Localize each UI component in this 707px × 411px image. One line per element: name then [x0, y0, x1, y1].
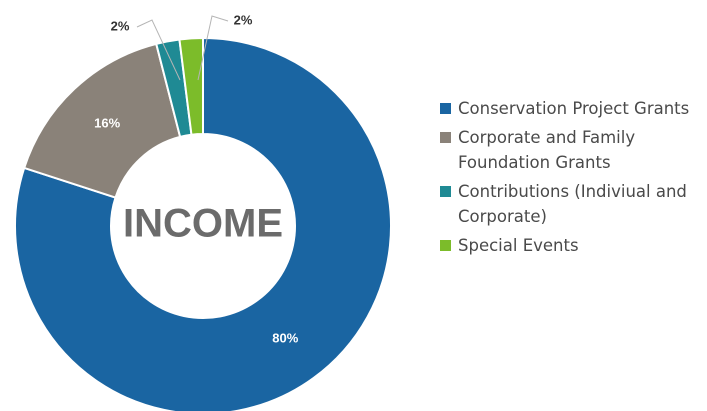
data-label: 80%: [272, 331, 298, 346]
legend-swatch-icon: [440, 186, 451, 197]
center-label: INCOME: [123, 202, 283, 246]
legend-item: Special Events: [440, 233, 705, 258]
legend-item: Contributions (Indiviual and Corporate): [440, 179, 705, 229]
data-label: 2%: [234, 12, 253, 27]
donut-slice: [178, 36, 204, 136]
data-label: 16%: [94, 115, 120, 130]
legend-swatch-icon: [440, 240, 451, 251]
data-label: 2%: [111, 18, 130, 33]
legend-swatch-icon: [440, 103, 451, 114]
leader-line: [136, 19, 181, 81]
leader-line: [197, 15, 229, 81]
legend-label: Special Events: [458, 236, 579, 255]
legend-swatch-icon: [440, 132, 451, 143]
legend-label: Corporate and Family Foundation Grants: [458, 128, 636, 172]
legend-item: Corporate and Family Foundation Grants: [440, 125, 705, 175]
legend-item: Conservation Project Grants: [440, 96, 705, 121]
donut-slice: [14, 36, 392, 411]
legend-label: Contributions (Indiviual and Corporate): [458, 182, 687, 226]
donut-slice: [22, 42, 182, 199]
legend: Conservation Project Grants Corporate an…: [440, 96, 705, 262]
legend-label: Conservation Project Grants: [458, 99, 690, 118]
